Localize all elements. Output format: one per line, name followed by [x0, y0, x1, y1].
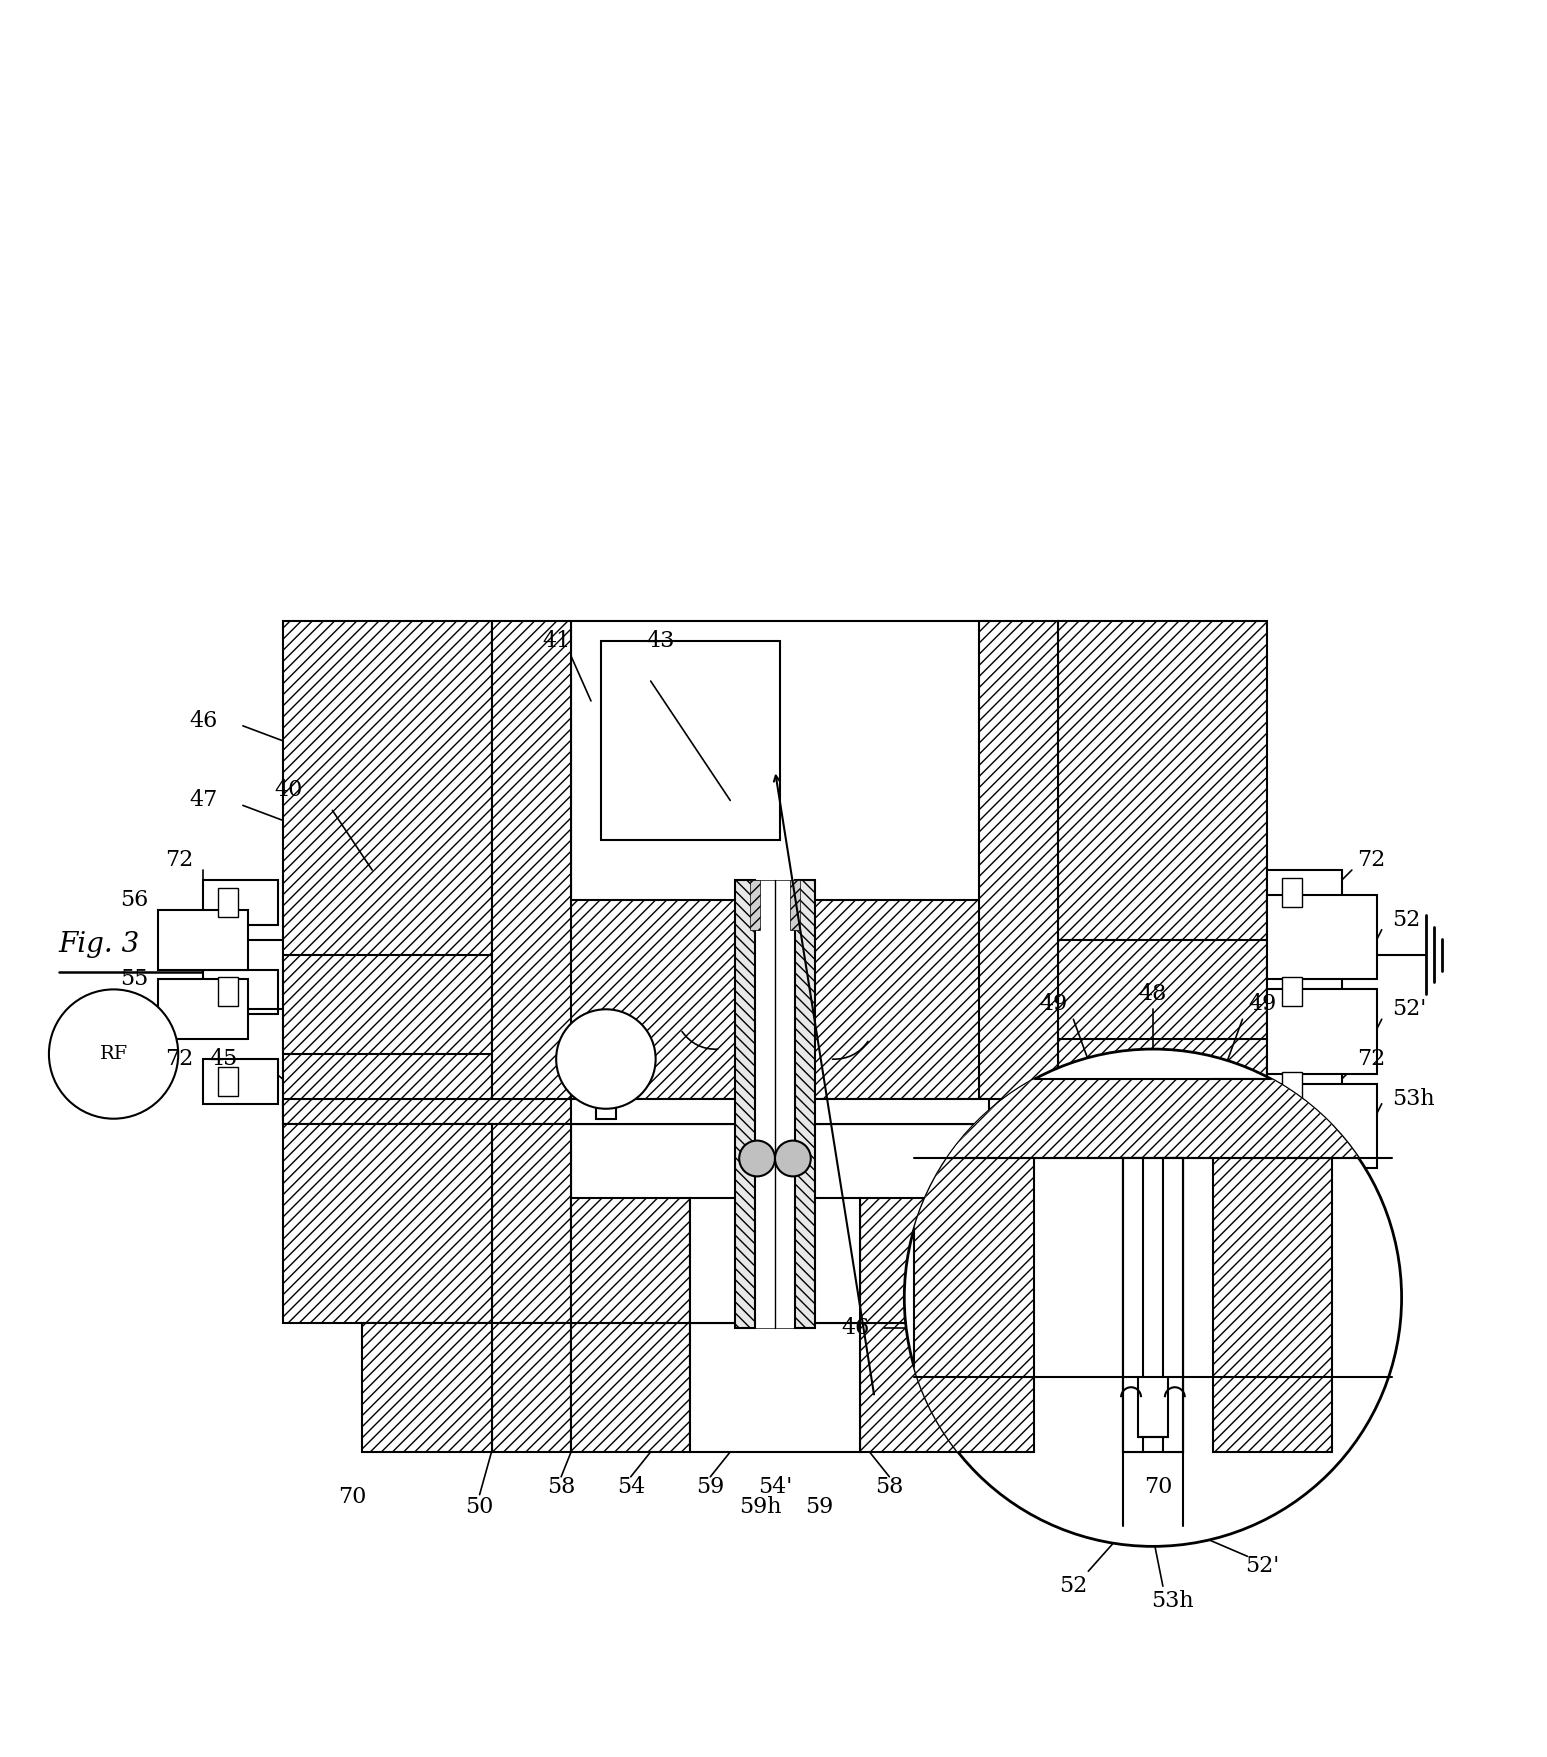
Bar	[1163, 1158, 1183, 1451]
Bar	[492, 1124, 571, 1323]
Bar	[860, 1198, 979, 1323]
Bar	[600, 641, 780, 840]
Bar	[571, 1323, 690, 1451]
Text: 41: 41	[541, 631, 571, 652]
Text: 54: 54	[617, 1476, 645, 1497]
Bar	[860, 1323, 979, 1451]
Bar	[914, 1079, 1033, 1451]
Text: 55: 55	[121, 968, 149, 991]
Text: 50: 50	[466, 1495, 493, 1518]
Bar	[914, 1079, 1392, 1158]
Circle shape	[775, 1140, 811, 1177]
Bar	[1267, 970, 1341, 1014]
Bar	[1267, 894, 1377, 979]
Bar	[283, 622, 492, 1119]
Text: 52': 52'	[1245, 1555, 1279, 1578]
Bar	[979, 1323, 1058, 1451]
Text: 52: 52	[1392, 908, 1420, 931]
Bar	[203, 880, 277, 924]
Circle shape	[739, 1140, 775, 1177]
Bar	[1213, 1079, 1332, 1451]
Bar	[795, 880, 815, 1328]
Bar	[1282, 1072, 1303, 1102]
Bar	[203, 970, 277, 1014]
Text: 59: 59	[806, 1495, 834, 1518]
Text: 72: 72	[1357, 1047, 1385, 1070]
Bar	[1123, 1158, 1183, 1451]
Bar	[158, 910, 248, 970]
Circle shape	[905, 1049, 1402, 1546]
Bar	[1058, 1323, 1188, 1451]
Bar	[755, 880, 795, 1328]
Text: 70: 70	[339, 1486, 367, 1508]
Bar	[1123, 1158, 1143, 1451]
Text: 48: 48	[1139, 984, 1166, 1005]
Bar	[1267, 989, 1377, 1074]
Text: 49: 49	[1248, 993, 1276, 1016]
Text: 47: 47	[190, 789, 218, 812]
Bar	[1139, 1377, 1168, 1437]
Bar	[218, 887, 238, 917]
Text: 54': 54'	[758, 1476, 792, 1497]
Text: 58: 58	[548, 1476, 575, 1497]
Text: 45: 45	[210, 1047, 238, 1070]
Bar	[1267, 870, 1341, 915]
Text: 58: 58	[876, 1476, 903, 1497]
Text: 53h: 53h	[1151, 1590, 1194, 1613]
Bar	[979, 1124, 1058, 1323]
Bar	[1267, 1084, 1377, 1168]
Bar	[1058, 1124, 1267, 1323]
Bar	[690, 1323, 860, 1451]
Text: 72: 72	[166, 849, 193, 871]
Circle shape	[557, 1009, 656, 1109]
Text: 52: 52	[1060, 1576, 1088, 1597]
Bar	[218, 977, 238, 1007]
Text: 72: 72	[1357, 849, 1385, 871]
Bar	[571, 1124, 989, 1323]
Bar	[979, 622, 1058, 1119]
Bar	[283, 1124, 492, 1323]
Bar	[571, 1098, 989, 1124]
Text: 40: 40	[274, 780, 303, 801]
Bar	[791, 880, 800, 929]
Text: 43: 43	[647, 631, 674, 652]
Text: 49: 49	[1040, 993, 1067, 1016]
Text: 52': 52'	[1392, 998, 1426, 1021]
Bar	[1058, 622, 1267, 1119]
Text: 46: 46	[190, 710, 218, 733]
Text: 53h: 53h	[1392, 1088, 1434, 1110]
Bar	[1267, 1065, 1341, 1109]
Bar	[203, 1059, 277, 1103]
Bar	[158, 979, 248, 1038]
Text: RF: RF	[99, 1045, 128, 1063]
Text: 70: 70	[1143, 1476, 1173, 1497]
Bar	[283, 1098, 1258, 1124]
Text: 72: 72	[166, 1047, 193, 1070]
Text: 59: 59	[696, 1476, 724, 1497]
Bar	[1282, 878, 1303, 907]
Circle shape	[50, 989, 178, 1119]
Bar	[492, 1323, 571, 1451]
Text: 59h: 59h	[739, 1495, 781, 1518]
Text: Fig. 3: Fig. 3	[59, 931, 141, 958]
Bar	[596, 1038, 616, 1119]
Bar	[571, 1198, 690, 1323]
Bar	[1282, 977, 1303, 1007]
Bar	[750, 880, 760, 929]
Text: 46: 46	[842, 1316, 869, 1339]
Bar	[690, 1198, 860, 1323]
Bar	[492, 622, 571, 1119]
Bar	[492, 900, 1058, 1119]
Text: 56: 56	[121, 889, 149, 910]
Bar	[362, 1323, 492, 1451]
Bar	[571, 622, 989, 1119]
Bar	[735, 880, 755, 1328]
Bar	[218, 1066, 238, 1096]
